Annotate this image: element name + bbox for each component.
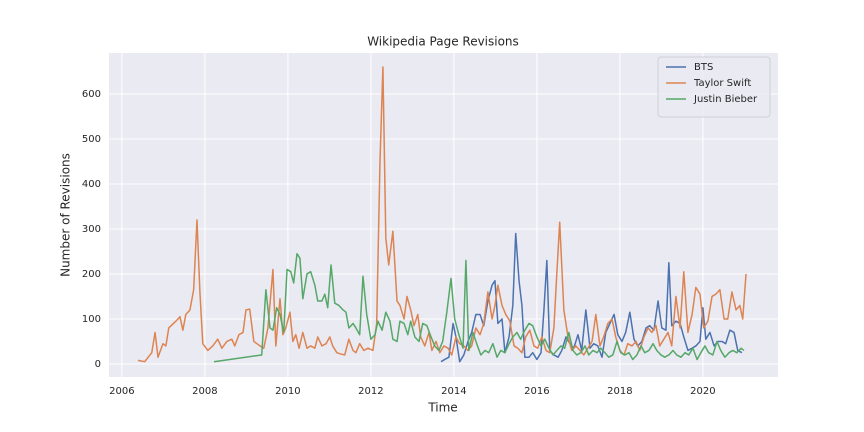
legend-box	[657, 56, 771, 118]
x-tick-label: 2006	[109, 386, 134, 397]
lines	[137, 66, 747, 363]
x-tick-label: 2018	[607, 386, 632, 397]
y-tick-label: 500	[82, 134, 101, 145]
chart-title: Wikipedia Page Revisions	[367, 35, 519, 49]
y-tick-label: 300	[82, 224, 101, 235]
legend-label: Justin Bieber	[693, 94, 758, 105]
y-tick-label: 600	[82, 89, 101, 100]
x-tick-label: 2012	[358, 386, 383, 397]
legend-label: Taylor Swift	[693, 78, 751, 89]
y-tick-label: 400	[82, 179, 101, 190]
legend-label: BTS	[694, 62, 713, 73]
legend: BTS Taylor Swift Justin Bieber	[657, 56, 771, 118]
x-tick-label: 2020	[690, 386, 715, 397]
y-tick-label: 0	[95, 359, 101, 370]
x-tick-label: 2008	[192, 386, 217, 397]
x-axis-label: Time	[427, 401, 457, 415]
y-tick-label: 100	[82, 314, 101, 325]
series-line	[440, 232, 743, 363]
x-tick-label: 2016	[524, 386, 549, 397]
x-tick-label: 2014	[441, 386, 466, 397]
series-line	[213, 252, 745, 363]
y-tick-label: 200	[82, 269, 101, 280]
x-tick-label: 2010	[275, 386, 300, 397]
y-axis-label: Number of Revisions	[59, 153, 73, 277]
series-line	[137, 66, 747, 363]
